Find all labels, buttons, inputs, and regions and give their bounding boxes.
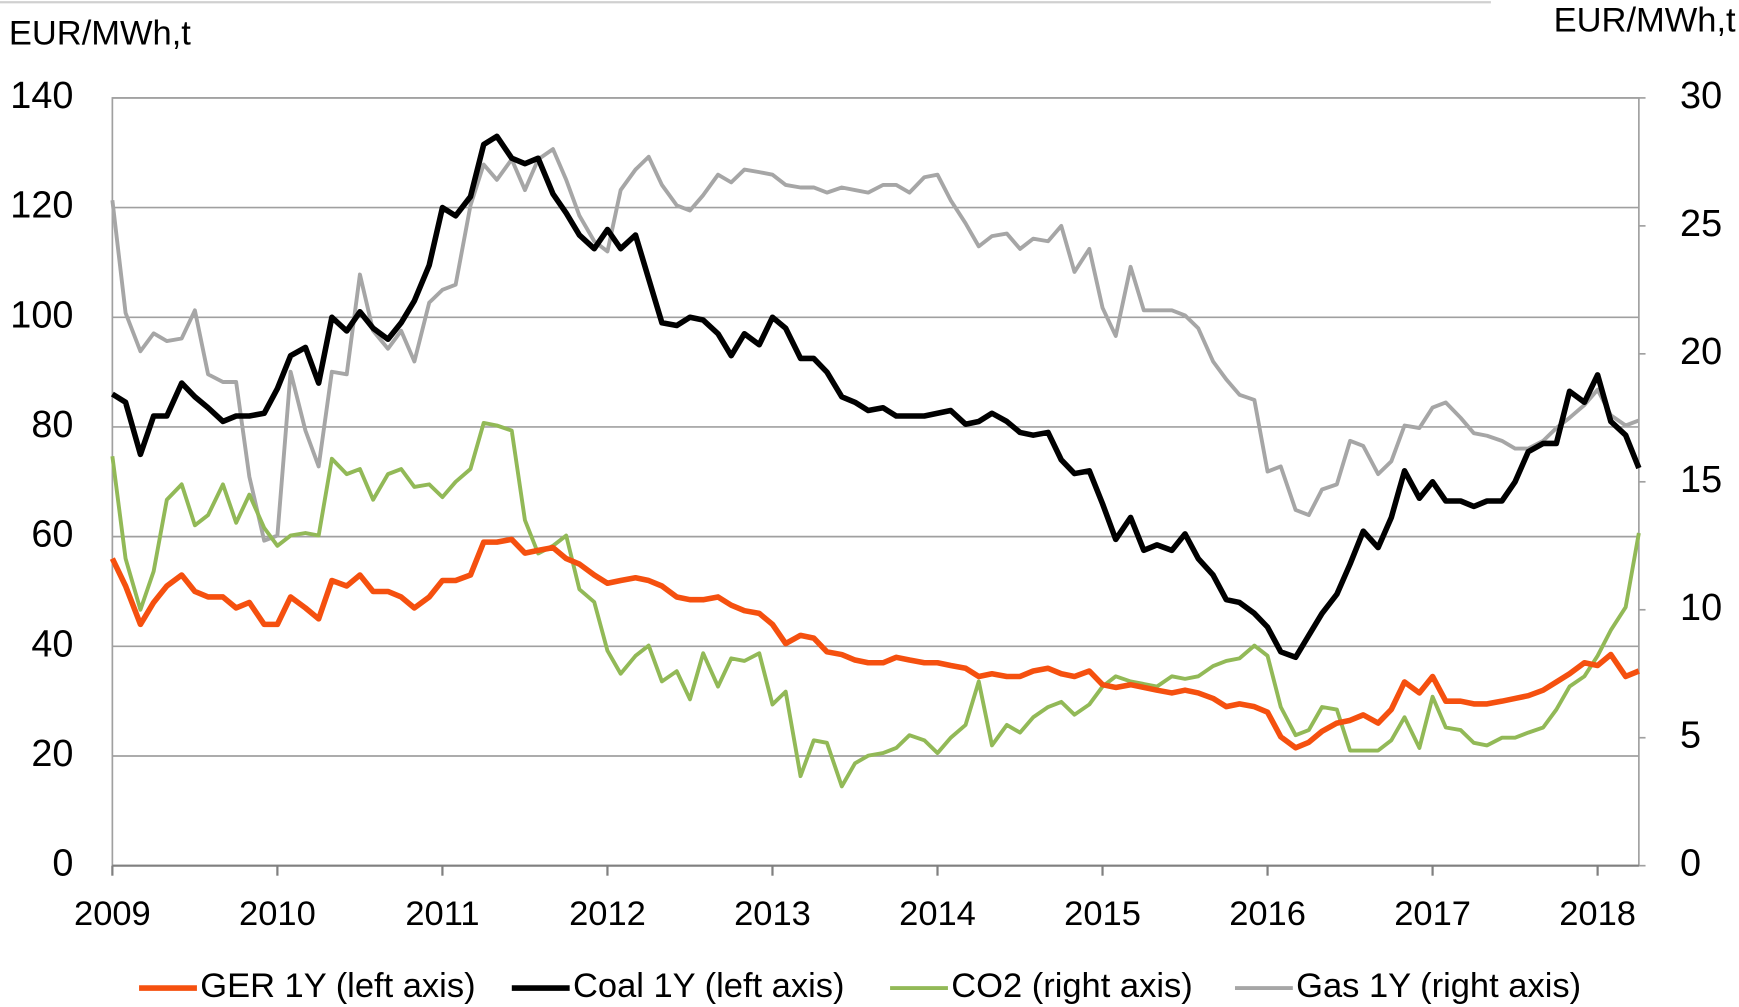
y2-axis-label: EUR/MWh,t <box>1554 1 1736 39</box>
y-tick-label: 80 <box>31 404 73 446</box>
y-tick-label: 0 <box>52 843 73 885</box>
x-tick-label: 2013 <box>734 895 811 933</box>
y2-tick-label: 20 <box>1680 331 1722 373</box>
series-line <box>110 147 1640 543</box>
y2-tick-label: 5 <box>1680 715 1701 757</box>
y2-tick-label: 15 <box>1680 459 1722 501</box>
y-axis-label: EUR/MWh,t <box>9 15 191 53</box>
x-tick-label: 2016 <box>1229 895 1306 933</box>
y2-tick-label: 30 <box>1680 75 1722 117</box>
x-tick-label: 2011 <box>405 895 479 933</box>
y-tick-label: 40 <box>31 623 73 665</box>
y2-tick-label: 25 <box>1680 203 1722 245</box>
y2-tick-label: 0 <box>1680 843 1701 885</box>
y-tick-label: 60 <box>31 514 73 556</box>
y-tick-label: 20 <box>31 733 73 775</box>
legend-label: Coal 1Y (left axis) <box>573 967 845 1005</box>
x-tick-label: 2015 <box>1064 895 1141 933</box>
legend-label: GER 1Y (left axis) <box>200 967 475 1005</box>
x-tick-label: 2014 <box>899 895 976 933</box>
y2-tick-label: 10 <box>1680 587 1722 629</box>
x-tick-label: 2010 <box>239 895 316 933</box>
y-tick-label: 140 <box>10 75 73 117</box>
legend-label: Gas 1Y (right axis) <box>1296 967 1581 1005</box>
x-tick-label: 2018 <box>1559 895 1636 933</box>
series-line <box>109 536 1640 751</box>
series-line <box>110 133 1642 661</box>
y-tick-label: 120 <box>10 185 73 227</box>
x-tick-label: 2017 <box>1394 895 1471 933</box>
y-tick-label: 100 <box>10 294 73 336</box>
series-line <box>110 420 1641 789</box>
legend-label: CO2 (right axis) <box>951 967 1192 1005</box>
x-tick-label: 2009 <box>74 895 151 933</box>
x-tick-label: 2012 <box>569 895 646 933</box>
